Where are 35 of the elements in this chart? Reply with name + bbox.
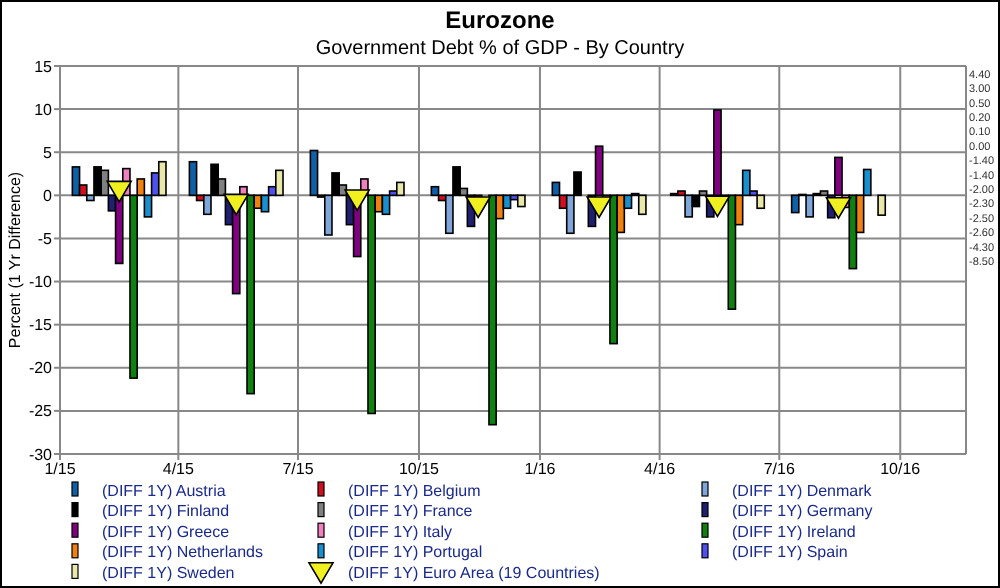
y-tick-label: -20 bbox=[28, 359, 54, 378]
x-tick-label: 10/15 bbox=[398, 460, 441, 478]
y-tick-label: 15 bbox=[34, 57, 54, 76]
legend-label: (DIFF 1Y) Greece bbox=[102, 522, 231, 541]
x-tick-label: 4/15 bbox=[162, 460, 196, 478]
chart-subtitle: Government Debt % of GDP - By Country bbox=[315, 38, 685, 60]
x-tick-label: 4/16 bbox=[644, 460, 677, 478]
legend-label: (DIFF 1Y) France bbox=[348, 502, 474, 521]
x-tick-label: 7/16 bbox=[763, 460, 796, 478]
legend-label: (DIFF 1Y) Euro Area (19 Countries) bbox=[348, 564, 601, 582]
y-tick-label: -15 bbox=[28, 316, 54, 335]
y-tick-label: 0 bbox=[43, 186, 54, 205]
x-tick-label: 7/15 bbox=[282, 460, 315, 478]
legend-label: (DIFF 1Y) Sweden bbox=[102, 564, 235, 582]
y-tick-label: 5 bbox=[43, 143, 54, 162]
legend-label: (DIFF 1Y) Finland bbox=[102, 502, 230, 521]
y-tick-label: -5 bbox=[37, 230, 54, 249]
y-tick-label: -10 bbox=[28, 273, 54, 292]
y-tick-label: -25 bbox=[28, 402, 54, 421]
legend-label: (DIFF 1Y) Ireland bbox=[732, 522, 856, 541]
y-axis-title: Percent (1 Yr Difference) bbox=[6, 171, 24, 349]
x-tick-label: 1/15 bbox=[44, 460, 77, 478]
legend-label: (DIFF 1Y) Portugal bbox=[348, 543, 483, 562]
legend-label: (DIFF 1Y) Denmark bbox=[732, 481, 874, 500]
legend-label: (DIFF 1Y) Spain bbox=[732, 543, 848, 562]
y-tick-label: -30 bbox=[28, 445, 54, 464]
legend-label: (DIFF 1Y) Germany bbox=[732, 502, 873, 521]
x-tick-label: 1/16 bbox=[524, 460, 557, 478]
y-tick-label: 10 bbox=[34, 100, 54, 119]
legend-label: (DIFF 1Y) Italy bbox=[348, 522, 453, 541]
legend-label: (DIFF 1Y) Belgium bbox=[348, 481, 482, 500]
legend-label: (DIFF 1Y) Netherlands bbox=[102, 543, 263, 562]
chart-title: Eurozone bbox=[445, 6, 556, 34]
x-tick-label: 10/16 bbox=[880, 460, 922, 478]
legend-label: (DIFF 1Y) Austria bbox=[102, 481, 227, 500]
